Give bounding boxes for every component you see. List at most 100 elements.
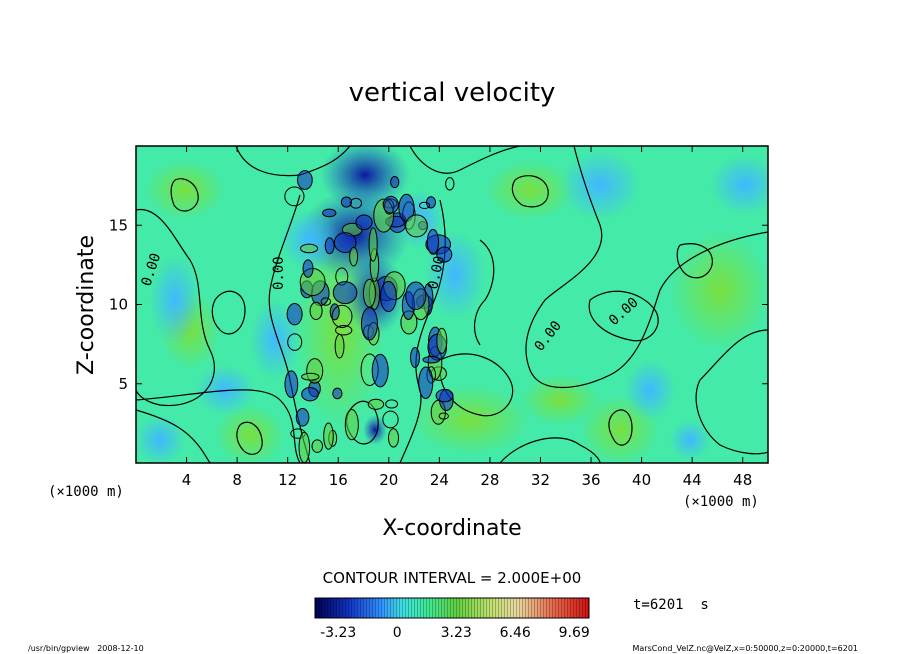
core-contour (301, 386, 319, 402)
contour-line (211, 290, 246, 335)
core-contour (284, 186, 305, 207)
core-contour (405, 214, 428, 238)
core-contour (390, 176, 400, 189)
field-blob (670, 420, 710, 460)
x-tick-label: 20 (379, 471, 398, 489)
core-contour (438, 412, 449, 420)
core-contour (298, 431, 311, 463)
core-contour (355, 214, 373, 231)
contour-line (170, 178, 199, 212)
core-contour (405, 281, 427, 311)
core-contour (287, 333, 303, 351)
contour-lines (136, 146, 768, 463)
core-contour (344, 408, 359, 441)
core-contour (324, 237, 335, 255)
core-contour (331, 304, 353, 329)
contour-line (499, 437, 601, 463)
x-tick-label: 28 (480, 471, 499, 489)
plot-area (136, 146, 768, 463)
colorbar-hatching (315, 598, 589, 618)
core-contour (311, 439, 324, 453)
contour-line (525, 146, 768, 388)
core-contour (435, 388, 454, 403)
core-contour (426, 228, 440, 255)
core-contour (371, 353, 389, 388)
x-tick-label: 12 (278, 471, 297, 489)
x-axis: 4 8 12 16 20 24 28 32 36 40 44 48 (182, 146, 752, 489)
core-contour (387, 428, 400, 448)
core-contour (286, 302, 303, 326)
contour-line (236, 421, 263, 455)
core-contour (309, 301, 323, 321)
field-blob (670, 230, 768, 350)
x-tick-label: 4 (182, 471, 192, 489)
core-contour (297, 170, 313, 190)
x-tick-label: 8 (232, 471, 242, 489)
contour-label: 0.00 (425, 255, 448, 291)
core-contour (334, 333, 345, 359)
colorbar-tick-label: 6.46 (500, 625, 531, 641)
footer-left: /usr/bin/gpview 2008-12-10 (28, 644, 144, 653)
core-contour (284, 370, 299, 399)
core-contour (385, 399, 399, 409)
core-contour (382, 195, 399, 214)
y-tick-label: 5 (118, 375, 128, 393)
field-blob (145, 160, 225, 220)
field-blob (136, 415, 185, 463)
field-blob (150, 255, 200, 345)
chart-title: vertical velocity (349, 78, 556, 108)
field-blob (363, 415, 387, 445)
core-contour (368, 227, 378, 262)
core-contour (333, 232, 357, 253)
contour-line (473, 239, 495, 346)
core-contour (302, 259, 314, 278)
y-tick-label: 10 (109, 296, 128, 314)
contour-line (608, 409, 633, 446)
colorbar-frame (314, 597, 590, 619)
colorbar-tick-label: 0 (393, 625, 402, 641)
field-blob (485, 160, 575, 220)
core-contour (367, 398, 385, 410)
core-contour (418, 366, 434, 400)
core-contour (436, 246, 453, 263)
colorbar-tick-label: 3.23 (441, 625, 472, 641)
core-contour (360, 307, 378, 341)
contour-interval-text: CONTOUR INTERVAL = 2.000E+00 (323, 569, 582, 587)
contour-line (409, 146, 521, 174)
colorbar-tick-label: -3.23 (320, 625, 356, 641)
colorbar-tick-label: 9.69 (559, 625, 590, 641)
core-contour (332, 281, 358, 305)
x-tick-label: 48 (733, 471, 752, 489)
core-contour (410, 347, 420, 368)
x-tick-label: 32 (531, 471, 550, 489)
colorbar-ticks: -3.23 0 3.23 6.46 9.69 (320, 625, 590, 641)
field-blob (625, 360, 675, 420)
core-contour (422, 356, 441, 364)
core-contour (295, 408, 310, 427)
core-contour (379, 280, 397, 313)
core-contour (300, 243, 319, 254)
core-contour (335, 325, 353, 336)
core-contour (349, 246, 359, 267)
contour-line (136, 409, 211, 463)
x-tick-label: 44 (683, 471, 702, 489)
field-blob (520, 375, 600, 425)
core-contour (323, 422, 334, 450)
field-blob (215, 405, 285, 463)
contour-label: 0.00 (271, 256, 287, 290)
field-blob (710, 155, 768, 215)
y-axis-label: Z-coordinate (74, 235, 99, 375)
core-contour (362, 278, 376, 308)
core-contour (332, 387, 343, 400)
core-contour (301, 372, 320, 381)
field-blob (560, 150, 640, 220)
y-axis: 5 10 15 (109, 216, 768, 393)
field-blob (250, 300, 300, 380)
core-contour (418, 201, 431, 210)
contour-line (136, 389, 301, 463)
colorbar: -3.23 0 3.23 6.46 9.69 (314, 597, 590, 641)
footer-right: MarsCond_VelZ.nc@VelZ,x=0:50000,z=0:2000… (633, 644, 859, 653)
contour-line (676, 243, 713, 279)
core-contour (322, 208, 337, 218)
